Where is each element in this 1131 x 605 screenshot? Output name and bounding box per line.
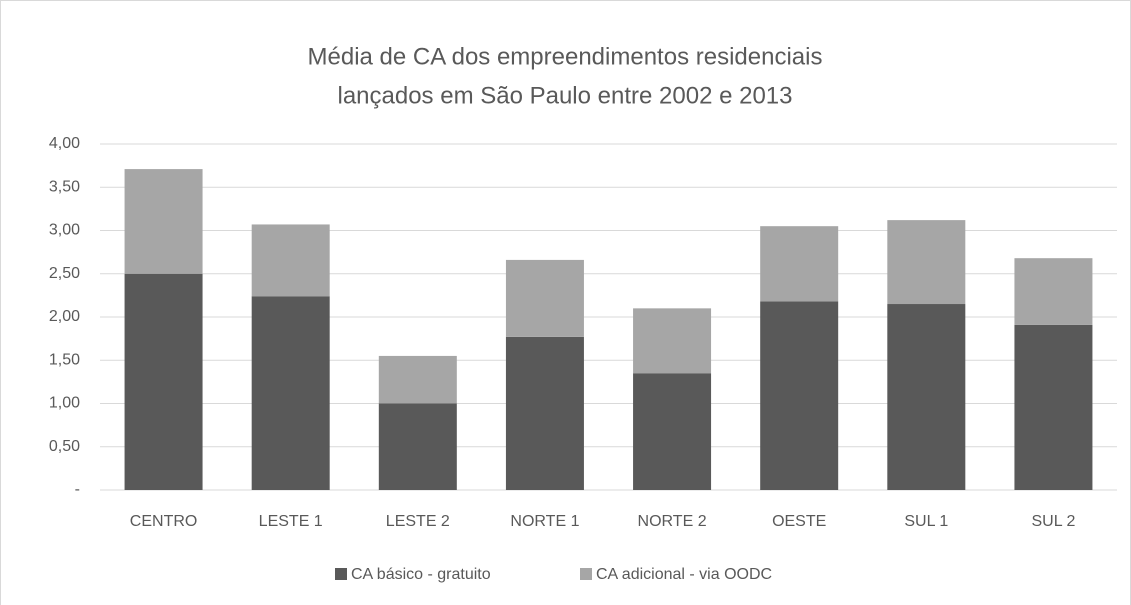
bar-segment bbox=[633, 308, 712, 374]
x-tick-label: CENTRO bbox=[130, 513, 198, 530]
bar-segment bbox=[251, 224, 330, 297]
bar-segment bbox=[760, 301, 839, 490]
x-tick-label: LESTE 2 bbox=[386, 513, 450, 530]
legend-swatch bbox=[335, 568, 347, 580]
legend-swatch bbox=[580, 568, 592, 580]
x-tick-label: SUL 2 bbox=[1032, 513, 1076, 530]
bar-segment bbox=[1014, 324, 1093, 490]
chart-title: Média de CA dos empreendimentos residenc… bbox=[308, 43, 823, 70]
x-tick-label: LESTE 1 bbox=[259, 513, 323, 530]
x-tick-label: NORTE 2 bbox=[638, 513, 707, 530]
bar-segment bbox=[505, 336, 584, 490]
x-tick-label: SUL 1 bbox=[904, 513, 948, 530]
legend-label: CA adicional - via OODC bbox=[596, 566, 772, 583]
bar-segment bbox=[378, 403, 457, 490]
bar-segment bbox=[124, 169, 203, 274]
bar-segment bbox=[251, 296, 330, 490]
y-tick-label: 3,00 bbox=[49, 222, 80, 239]
y-tick-label: 1,50 bbox=[49, 351, 80, 368]
y-tick-label: 2,00 bbox=[49, 308, 80, 325]
y-tick-label: - bbox=[75, 481, 80, 498]
bar-segment bbox=[1014, 258, 1093, 325]
bar-segment bbox=[505, 259, 584, 337]
chart-title: lançados em São Paulo entre 2002 e 2013 bbox=[337, 82, 792, 109]
bar-segment bbox=[124, 273, 203, 490]
legend-label: CA básico - gratuito bbox=[351, 566, 491, 583]
y-tick-label: 1,00 bbox=[49, 395, 80, 412]
bar-segment bbox=[760, 226, 839, 302]
bar-segment bbox=[887, 220, 966, 305]
x-tick-label: OESTE bbox=[772, 513, 826, 530]
y-tick-label: 2,50 bbox=[49, 265, 80, 282]
bar-segment bbox=[633, 373, 712, 490]
bar-segment bbox=[887, 304, 966, 490]
y-tick-label: 3,50 bbox=[49, 178, 80, 195]
bar-segment bbox=[378, 355, 457, 404]
y-tick-label: 0,50 bbox=[49, 438, 80, 455]
y-tick-label: 4,00 bbox=[49, 135, 80, 152]
x-tick-label: NORTE 1 bbox=[510, 513, 579, 530]
